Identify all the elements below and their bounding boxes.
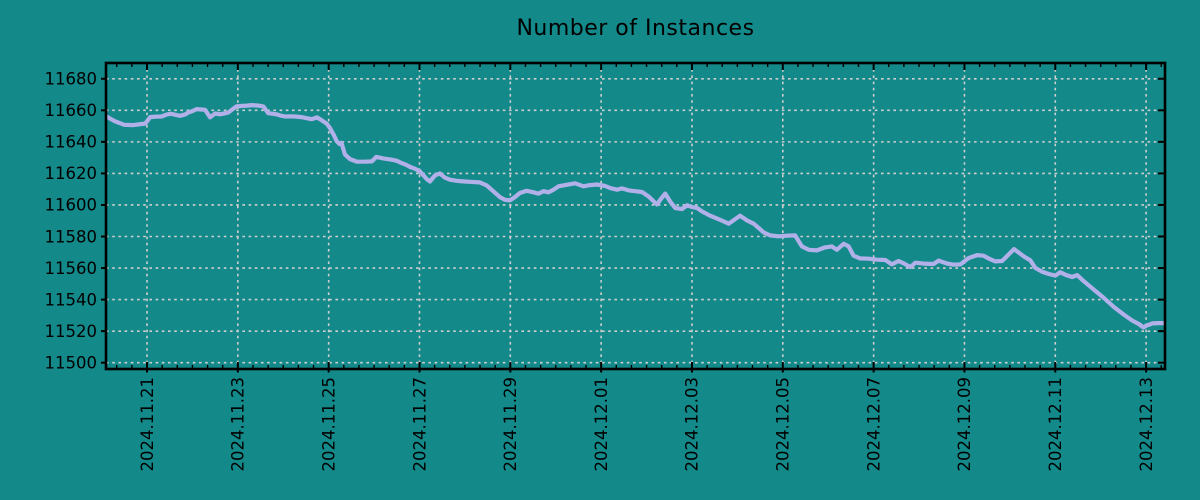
y-tick-label: 11680 bbox=[45, 70, 98, 89]
plot-border bbox=[104, 61, 1167, 371]
y-tick-label: 11520 bbox=[45, 322, 98, 341]
x-tick-label: 2024.11.23 bbox=[229, 377, 248, 471]
x-tick-label: 2024.12.09 bbox=[955, 377, 974, 471]
x-tick-label: 2024.12.01 bbox=[592, 377, 611, 471]
x-tick-label: 2024.12.13 bbox=[1137, 377, 1156, 471]
x-tick-label: 2024.12.03 bbox=[683, 377, 702, 471]
x-tick-label: 2024.12.05 bbox=[774, 377, 793, 471]
chart-title: Number of Instances bbox=[516, 16, 755, 41]
y-tick-label: 11620 bbox=[45, 164, 98, 183]
axis-ticks bbox=[101, 63, 1165, 373]
y-tick-label: 11640 bbox=[45, 133, 98, 152]
series-line-instances bbox=[106, 102, 1165, 330]
y-axis-tick-labels: 11500 11520 11540 11560 11580 11600 11620 11640… bbox=[45, 70, 98, 373]
x-tick-label: 2024.12.07 bbox=[864, 377, 883, 471]
y-tick-label: 11540 bbox=[45, 290, 98, 309]
y-tick-label: 11600 bbox=[45, 196, 98, 215]
x-tick-label: 2024.11.27 bbox=[410, 377, 429, 471]
x-tick-label: 2024.11.25 bbox=[319, 377, 338, 471]
x-tick-label: 2024.11.21 bbox=[138, 377, 157, 471]
x-axis-tick-labels: 2024.11.21 2024.11.23 2024.11.25 2024.11.27… bbox=[138, 377, 1156, 471]
x-tick-label: 2024.12.11 bbox=[1046, 377, 1065, 471]
y-tick-label: 11560 bbox=[45, 259, 98, 278]
y-tick-label: 11500 bbox=[45, 353, 98, 372]
y-tick-label: 11580 bbox=[45, 227, 98, 246]
gridlines bbox=[106, 63, 1165, 369]
y-tick-label: 11660 bbox=[45, 101, 98, 120]
x-tick-label: 2024.11.29 bbox=[501, 377, 520, 471]
